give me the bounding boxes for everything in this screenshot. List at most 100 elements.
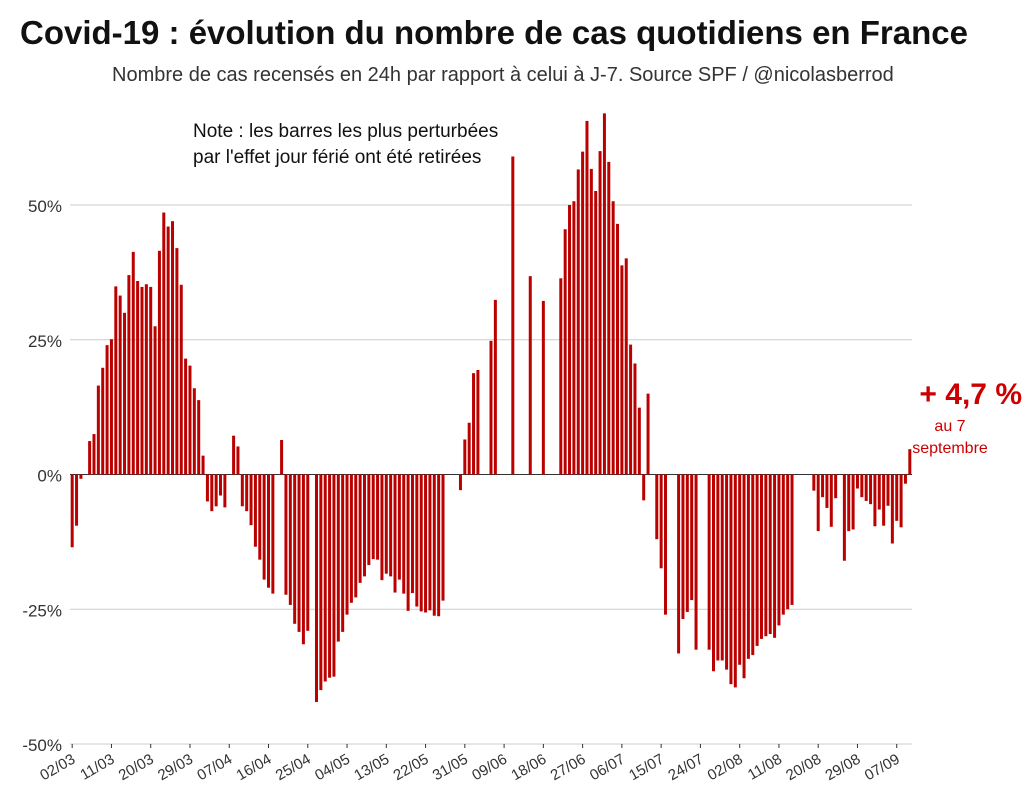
chart-title: Covid-19 : évolution du nombre de cas qu… — [20, 14, 968, 51]
bar — [297, 474, 301, 632]
x-tick-label: 29/08 — [822, 751, 863, 784]
bar — [306, 474, 310, 631]
bar — [240, 474, 244, 507]
bar — [192, 388, 196, 475]
bar — [424, 474, 428, 613]
bar — [458, 474, 462, 491]
bar — [293, 474, 297, 624]
x-tick-label: 04/05 — [312, 751, 353, 784]
bar — [419, 474, 423, 612]
bar — [655, 474, 659, 540]
bar — [707, 474, 711, 650]
bar — [262, 474, 266, 580]
bar — [908, 449, 912, 475]
bar — [825, 474, 829, 508]
bar — [581, 151, 585, 475]
bar — [410, 474, 414, 594]
bar — [646, 393, 650, 475]
bar — [786, 474, 790, 610]
bar — [463, 439, 467, 475]
bar — [323, 474, 327, 682]
bar — [616, 223, 620, 475]
bar — [402, 474, 406, 594]
bar — [685, 474, 689, 612]
bar — [397, 474, 401, 580]
bar — [602, 113, 606, 475]
bar — [594, 190, 598, 475]
bar — [764, 474, 768, 637]
bar — [781, 474, 785, 615]
x-tick-label: 20/03 — [116, 751, 157, 784]
bar — [140, 286, 144, 475]
bar — [136, 280, 140, 475]
bar — [738, 474, 742, 665]
y-tick-label: 0% — [37, 467, 62, 486]
bar — [432, 474, 436, 616]
bar — [576, 169, 580, 475]
bar — [376, 474, 380, 560]
x-tick-label: 25/04 — [273, 751, 314, 784]
bar — [790, 474, 794, 605]
bar — [886, 474, 890, 506]
bar-layer — [70, 113, 912, 702]
bar — [568, 205, 572, 475]
x-tick-label: 07/04 — [194, 751, 235, 784]
bar — [88, 441, 92, 475]
bar — [210, 474, 214, 512]
y-tick-label: 25% — [28, 332, 62, 351]
bar — [528, 276, 532, 475]
x-tick-label: 11/08 — [745, 751, 785, 784]
x-tick-label: 18/06 — [508, 751, 549, 784]
bar — [153, 326, 157, 475]
y-tick-label: -25% — [22, 601, 62, 620]
bar — [585, 120, 589, 475]
bar — [629, 344, 633, 475]
x-tick-label: 02/08 — [705, 751, 746, 784]
bar — [812, 474, 816, 491]
bar — [232, 435, 236, 475]
bar — [563, 229, 567, 475]
latest-value-callout: + 4,7 % — [919, 378, 1022, 411]
x-tick-label: 09/06 — [469, 751, 510, 784]
bar — [890, 474, 894, 544]
bar — [75, 474, 79, 526]
bar — [847, 474, 851, 532]
bar — [493, 299, 497, 475]
bar — [349, 474, 353, 603]
bar — [92, 434, 96, 475]
bar — [166, 226, 170, 475]
bar — [96, 385, 100, 475]
bar — [842, 474, 846, 561]
bar — [380, 474, 384, 581]
bar — [511, 156, 515, 475]
bar — [759, 474, 763, 639]
bar — [162, 212, 166, 475]
bar — [319, 474, 323, 691]
note-line-1: Note : les barres les plus perturbées — [193, 121, 499, 142]
bar — [895, 474, 899, 521]
x-tick-label: 07/09 — [862, 751, 903, 784]
bar — [280, 440, 284, 475]
bar — [633, 363, 637, 475]
bar — [607, 161, 611, 475]
bar — [345, 474, 349, 615]
bar — [253, 474, 257, 547]
x-tick-label: 15/07 — [626, 751, 667, 784]
bar — [620, 265, 624, 475]
bar — [114, 286, 118, 475]
bar — [903, 474, 907, 484]
bar — [101, 367, 105, 475]
bar — [694, 474, 698, 650]
bar — [393, 474, 397, 593]
x-tick-label: 24/07 — [665, 751, 706, 784]
bar — [725, 474, 729, 670]
bar — [201, 455, 205, 475]
chart-subtitle: Nombre de cas recensés en 24h par rappor… — [112, 64, 894, 86]
bar — [864, 474, 868, 501]
bar — [332, 474, 336, 677]
bar — [406, 474, 410, 611]
bar — [642, 474, 646, 501]
bar — [729, 474, 733, 685]
bar — [131, 251, 135, 475]
